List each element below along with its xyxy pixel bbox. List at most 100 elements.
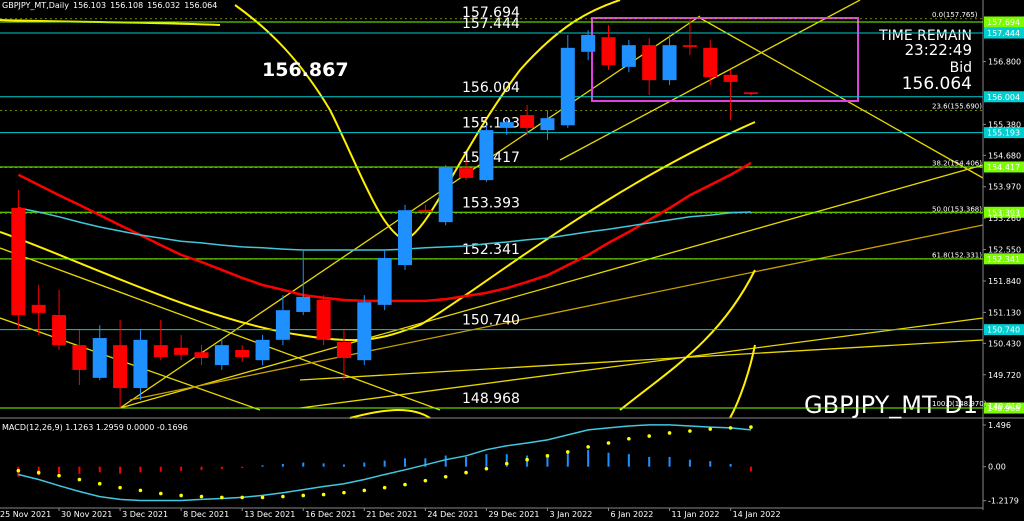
candle-body xyxy=(153,345,168,358)
macd-histogram-bar xyxy=(668,456,671,467)
macd-histogram-bar xyxy=(220,466,223,469)
y-tick-label: 154.680 xyxy=(988,151,1021,160)
y-tick-label: -1.2179 xyxy=(988,497,1019,506)
band-curve xyxy=(619,269,756,411)
level-tag xyxy=(984,253,1024,265)
signal-dot xyxy=(403,482,407,487)
level-tag-label: 156.004 xyxy=(987,93,1020,102)
trend-line xyxy=(699,17,984,179)
signal-dot xyxy=(545,454,550,458)
trend-line xyxy=(0,247,441,411)
x-tick-label: 13 Dec 2021 xyxy=(244,510,295,519)
level-tag xyxy=(984,402,1024,414)
macd-histogram-bar xyxy=(383,460,386,467)
level-tag xyxy=(984,324,1024,336)
macd-histogram-bar xyxy=(607,452,610,467)
x-tick-label: 6 Jan 2022 xyxy=(611,510,654,519)
macd-histogram-bar xyxy=(322,463,325,467)
level-tag-label: 154.417 xyxy=(987,163,1020,172)
x-tick-label: 21 Dec 2021 xyxy=(366,510,417,519)
candle-body xyxy=(52,315,67,346)
signal-dot xyxy=(566,450,570,454)
candle-body xyxy=(662,45,677,81)
macd-histogram-bar xyxy=(648,456,651,467)
signal-dot xyxy=(606,441,611,445)
x-tick-label: 3 Dec 2021 xyxy=(122,510,168,519)
signal-dot xyxy=(321,492,326,497)
y-tick-label: 151.130 xyxy=(988,308,1021,317)
candle-body xyxy=(743,92,758,95)
signal-dot xyxy=(281,494,285,499)
candle-body xyxy=(357,302,372,361)
level-tag-label: 148.968 xyxy=(987,404,1020,413)
header-symbol: GBPJPY_MT,Daily xyxy=(2,1,69,10)
level-label: 153.393 xyxy=(462,195,520,211)
signal-dot xyxy=(16,468,21,473)
macd-histogram-bar xyxy=(363,462,366,467)
level-tag-label: 155.193 xyxy=(987,129,1020,138)
signal-dot xyxy=(301,493,306,498)
signal-dot xyxy=(423,478,428,483)
annotation: 156.867 xyxy=(262,59,349,81)
candle-body xyxy=(336,342,351,358)
macd-histogram-bar xyxy=(566,451,569,467)
macd-line xyxy=(18,424,752,502)
y-tick-label: 153.260 xyxy=(988,214,1021,223)
trend-line xyxy=(299,339,984,381)
candle-body xyxy=(581,34,596,52)
signal-dot xyxy=(138,488,143,493)
trend-line xyxy=(0,317,261,411)
signal-dot xyxy=(464,470,468,475)
macd-histogram-bar xyxy=(119,466,122,474)
signal-dot xyxy=(179,493,183,498)
x-tick-label: 25 Nov 2021 xyxy=(0,510,51,519)
signal-dot xyxy=(342,490,346,495)
x-tick-label: 29 Dec 2021 xyxy=(488,510,539,519)
bid-label: Bid xyxy=(950,60,972,76)
candle-body xyxy=(296,296,311,312)
macd-histogram-bar xyxy=(180,466,183,471)
x-tick-label: 14 Jan 2022 xyxy=(733,510,781,519)
candle-body xyxy=(621,45,636,67)
macd-histogram-bar xyxy=(444,455,447,467)
candle-body xyxy=(479,130,494,181)
candle-body xyxy=(418,210,433,212)
y-tick-label: 153.970 xyxy=(988,183,1021,192)
y-tick-label: 150.430 xyxy=(988,339,1021,348)
lower-band xyxy=(0,121,756,342)
level-label: 152.341 xyxy=(462,242,520,258)
candle-body xyxy=(133,339,148,389)
y-tick-label: 151.840 xyxy=(988,277,1021,286)
signal-dot xyxy=(220,495,224,500)
x-tick-label: 30 Nov 2021 xyxy=(61,510,112,519)
trend-line xyxy=(119,164,984,409)
signal-dot xyxy=(97,481,102,486)
macd-histogram-bar xyxy=(98,466,101,473)
candle-body xyxy=(682,45,697,47)
candle-body xyxy=(194,352,209,358)
band-curve xyxy=(349,409,431,419)
x-tick-label: 24 Dec 2021 xyxy=(427,510,478,519)
y-tick-label: 149.720 xyxy=(988,371,1021,380)
signal-dot xyxy=(667,431,672,435)
macd-histogram-bar xyxy=(342,464,345,467)
x-tick-label: 11 Jan 2022 xyxy=(672,510,720,519)
fib-label: 0.0(157.765) xyxy=(932,11,978,19)
level-tag xyxy=(984,91,1024,103)
signal-dot xyxy=(484,466,489,471)
level-tag xyxy=(984,127,1024,139)
signal-dot xyxy=(118,485,122,490)
signal-dot xyxy=(627,437,631,441)
signal-dot xyxy=(586,445,590,449)
macd-histogram-bar xyxy=(58,466,61,474)
time-remain: 23:22:49 xyxy=(905,41,972,59)
candle-body xyxy=(174,347,189,355)
fib-label: 50.0(153.368) xyxy=(932,205,982,213)
macd-histogram-bar xyxy=(505,454,508,467)
trend-line xyxy=(299,317,984,409)
level-label: 150.740 xyxy=(462,313,520,329)
level-tag-label: 150.740 xyxy=(987,326,1020,335)
candle-body xyxy=(377,257,392,305)
